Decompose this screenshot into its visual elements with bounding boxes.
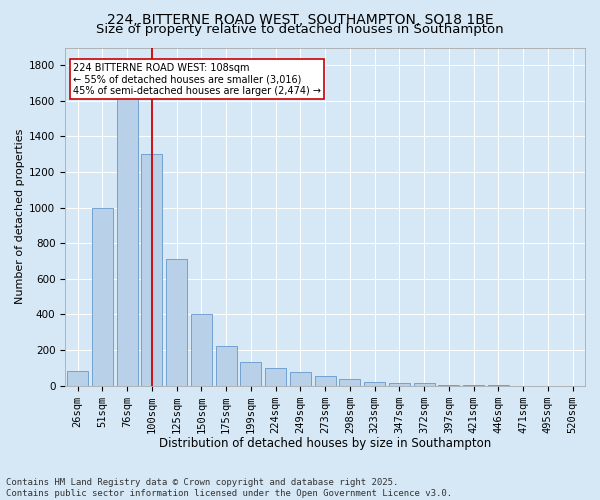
X-axis label: Distribution of detached houses by size in Southampton: Distribution of detached houses by size … [159, 437, 491, 450]
Bar [116, 66, 137, 386]
Bar [215, 346, 236, 386]
Bar [191, 314, 212, 386]
Y-axis label: Number of detached properties: Number of detached properties [15, 129, 25, 304]
Bar [141, 154, 163, 386]
Bar [240, 362, 262, 386]
Bar [314, 376, 335, 386]
Text: 224, BITTERNE ROAD WEST, SOUTHAMPTON, SO18 1BE: 224, BITTERNE ROAD WEST, SOUTHAMPTON, SO… [107, 12, 493, 26]
Bar [166, 260, 187, 386]
Bar [364, 382, 385, 386]
Bar [439, 385, 460, 386]
Text: Contains HM Land Registry data © Crown copyright and database right 2025.
Contai: Contains HM Land Registry data © Crown c… [6, 478, 452, 498]
Text: 224 BITTERNE ROAD WEST: 108sqm
← 55% of detached houses are smaller (3,016)
45% : 224 BITTERNE ROAD WEST: 108sqm ← 55% of … [73, 62, 321, 96]
Text: Size of property relative to detached houses in Southampton: Size of property relative to detached ho… [96, 22, 504, 36]
Bar [265, 368, 286, 386]
Bar [67, 372, 88, 386]
Bar [389, 384, 410, 386]
Bar [92, 208, 113, 386]
Bar [340, 380, 361, 386]
Bar [413, 384, 434, 386]
Bar [290, 372, 311, 386]
